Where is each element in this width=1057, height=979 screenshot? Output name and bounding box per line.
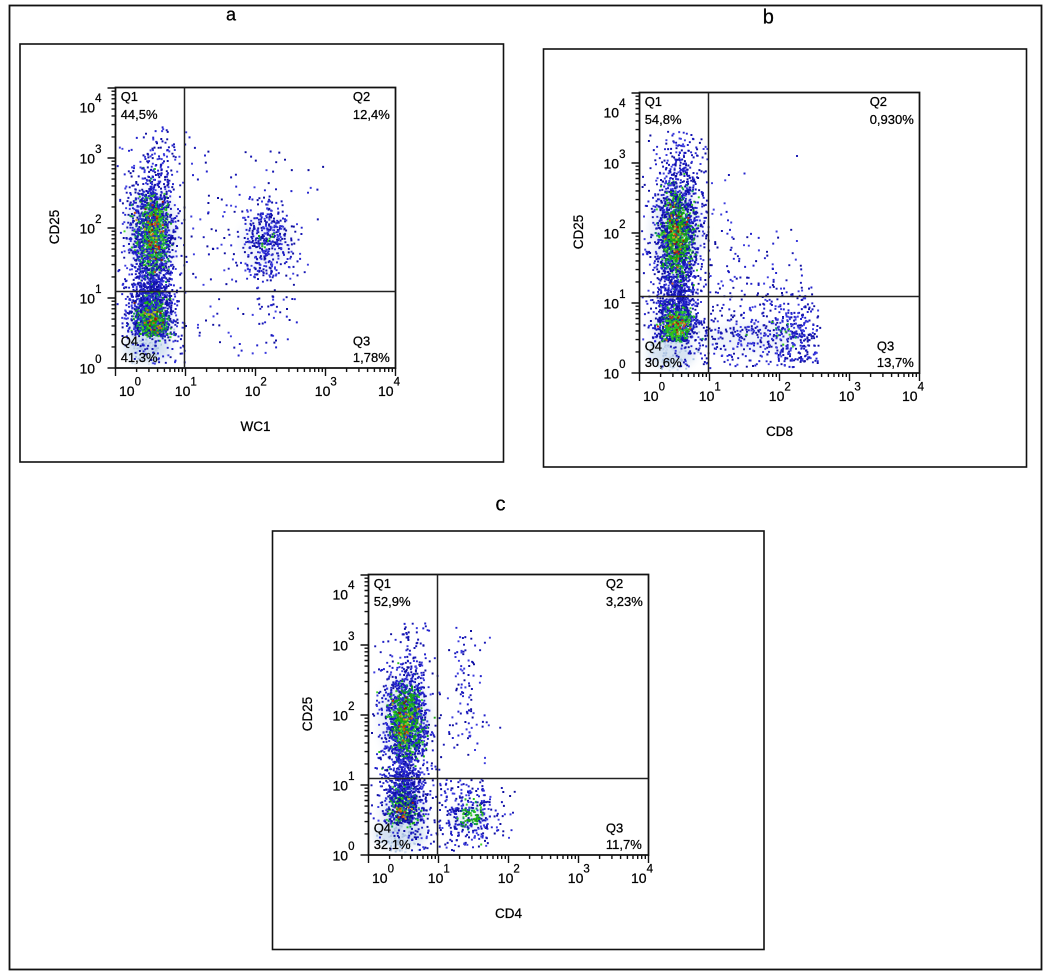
svg-text:104: 104: [333, 580, 356, 603]
svg-text:Q4: Q4: [645, 339, 662, 354]
svg-text:Q2: Q2: [353, 89, 370, 104]
svg-text:44,5%: 44,5%: [121, 107, 158, 122]
svg-text:CD25: CD25: [47, 210, 62, 245]
svg-text:CD8: CD8: [766, 424, 793, 439]
svg-text:Q3: Q3: [353, 334, 370, 349]
svg-text:32,1%: 32,1%: [374, 837, 411, 852]
svg-text:Q2: Q2: [870, 94, 887, 109]
svg-text:Q4: Q4: [374, 821, 391, 836]
svg-text:Q3: Q3: [606, 821, 623, 836]
svg-text:CD25: CD25: [571, 215, 586, 250]
svg-text:Q1: Q1: [121, 89, 138, 104]
svg-text:Q2: Q2: [606, 576, 623, 591]
svg-text:54,8%: 54,8%: [645, 112, 682, 127]
svg-text:b: b: [763, 6, 774, 28]
svg-text:CD4: CD4: [495, 906, 522, 921]
svg-text:11,7%: 11,7%: [606, 837, 642, 852]
svg-text:a: a: [226, 5, 237, 25]
svg-text:12,4%: 12,4%: [353, 107, 390, 122]
svg-text:3,23%: 3,23%: [606, 594, 643, 609]
svg-text:CD25: CD25: [300, 697, 315, 732]
svg-text:c: c: [496, 494, 506, 516]
svg-text:0,930%: 0,930%: [870, 112, 915, 127]
svg-text:1,78%: 1,78%: [353, 350, 390, 365]
svg-text:Q1: Q1: [645, 94, 662, 109]
svg-text:30,6%: 30,6%: [645, 355, 682, 370]
svg-text:52,9%: 52,9%: [374, 594, 411, 609]
svg-text:WC1: WC1: [241, 419, 271, 434]
svg-text:41,3%: 41,3%: [121, 350, 158, 365]
svg-text:Q4: Q4: [121, 334, 138, 349]
svg-text:Q1: Q1: [374, 576, 391, 591]
svg-text:102: 102: [498, 864, 520, 887]
svg-text:103: 103: [604, 149, 626, 172]
svg-text:13,7%: 13,7%: [877, 355, 914, 370]
svg-text:Q3: Q3: [877, 339, 894, 354]
